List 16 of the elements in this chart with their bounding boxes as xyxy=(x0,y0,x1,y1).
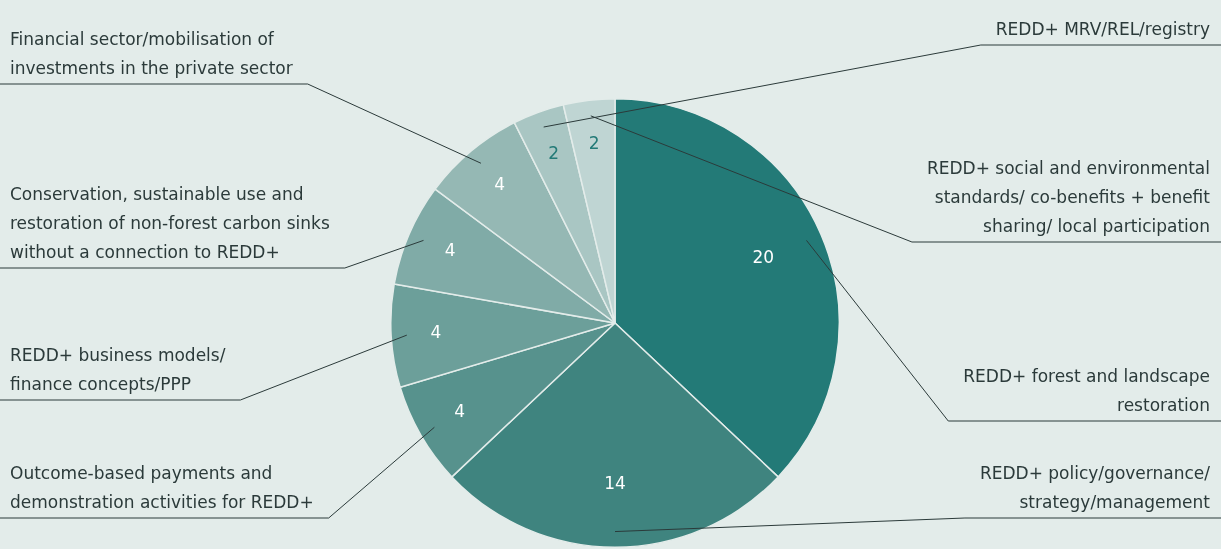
data-label: 2 xyxy=(588,133,600,154)
data-label: 4 xyxy=(494,173,506,194)
slice-label: REDD+ forest and landscape restoration xyxy=(963,366,1210,415)
slice-label: REDD+ policy/governance/ strategy/management xyxy=(979,463,1211,512)
data-label: 14 xyxy=(604,472,626,493)
data-label: 2 xyxy=(548,142,560,163)
data-label: 20 xyxy=(752,247,775,268)
slice-label: Conservation, sustainable use and restoration of non-forest carbon sinks without a connection to REDD+ xyxy=(10,184,330,262)
slice-label: Outcome-based payments and demonstration activities for REDD+ xyxy=(10,463,314,512)
data-label: 4 xyxy=(444,240,456,261)
data-label: 4 xyxy=(430,321,442,342)
slice-label: REDD+ MRV/REL/registry xyxy=(995,19,1210,39)
slice-label: REDD+ social and environmental standards/ co-benefits + benefit sharing/ local participation xyxy=(926,158,1211,236)
data-label: 4 xyxy=(454,401,466,422)
slice-label: REDD+ business models/ finance concepts/PPP xyxy=(10,345,226,394)
slice-label: Financial sector/mobilisation of investments in the private sector xyxy=(10,29,293,78)
